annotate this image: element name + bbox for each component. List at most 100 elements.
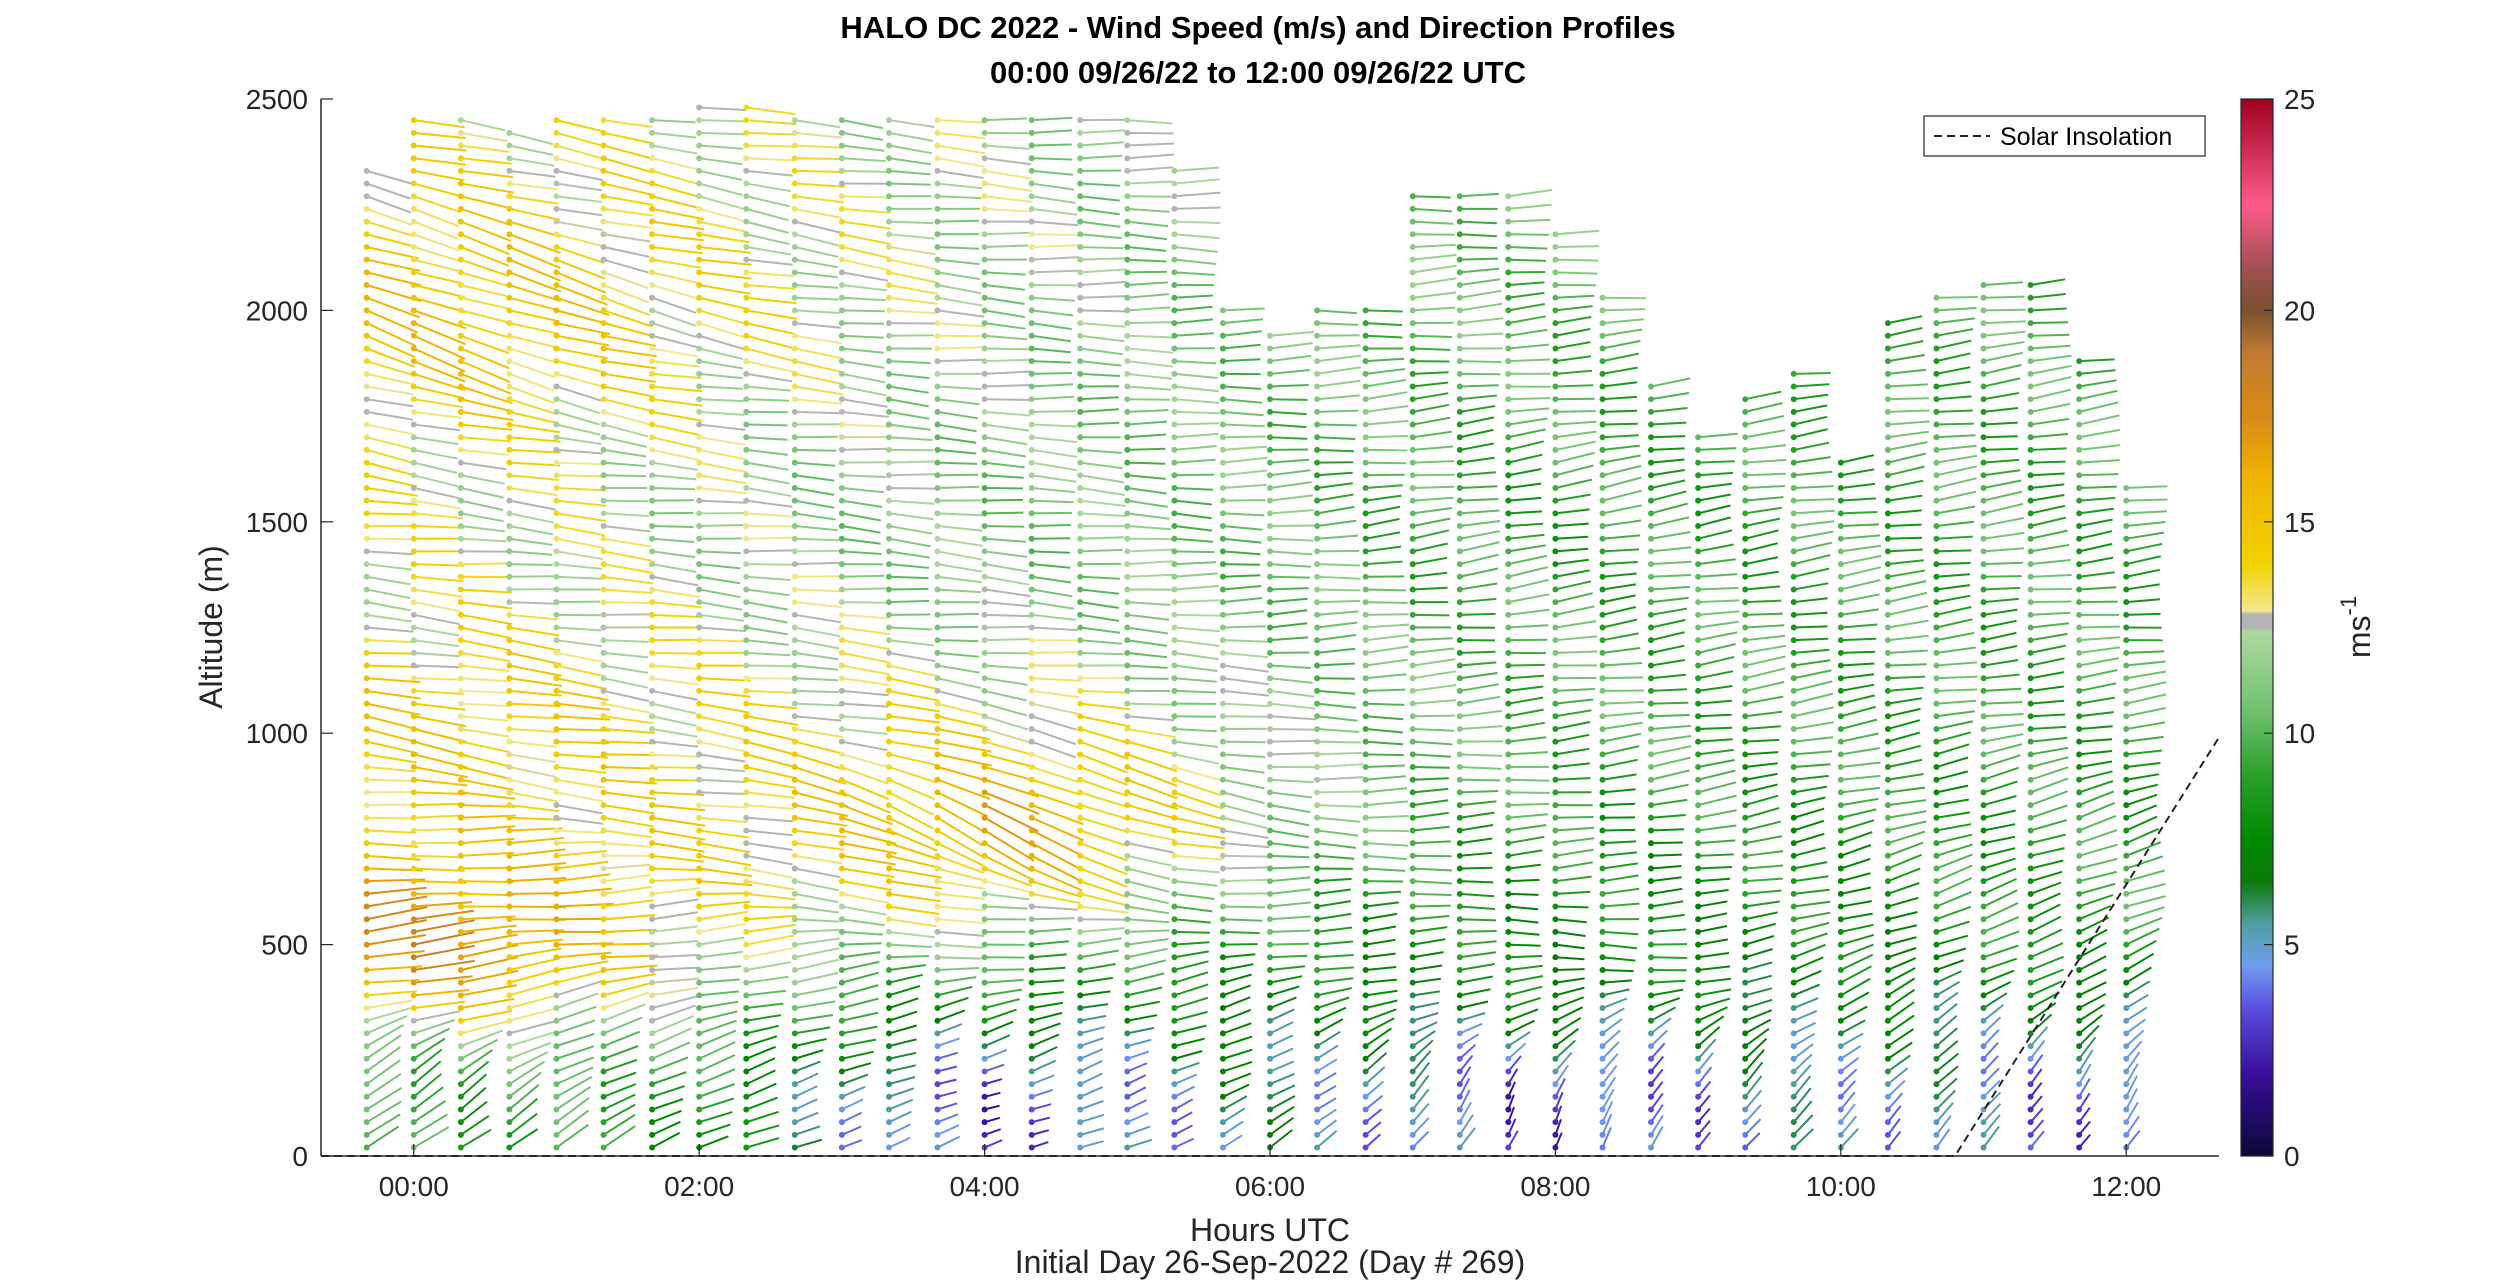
- wind-vector: [460, 157, 512, 165]
- wind-vector-dot: [696, 320, 703, 327]
- wind-vector: [1127, 258, 1167, 263]
- wind-vector: [1601, 1127, 1612, 1148]
- wind-vector: [1031, 842, 1083, 872]
- wind-vector-dot: [1837, 1119, 1844, 1126]
- wind-vector-dot: [1552, 231, 1559, 238]
- wind-vector: [1412, 670, 1456, 680]
- wind-vector: [984, 1048, 1008, 1060]
- wind-vector-dot: [1219, 725, 1226, 732]
- wind-vector: [1602, 454, 1641, 464]
- wind-vector-dot: [791, 725, 798, 732]
- wind-vector: [1412, 977, 1441, 984]
- wind-vector-dot: [1884, 687, 1891, 694]
- wind-vector-dot: [1077, 1144, 1084, 1151]
- wind-vector-dot: [981, 789, 988, 796]
- wind-vector: [1650, 1029, 1668, 1047]
- wind-vector: [1697, 824, 1737, 832]
- wind-vector-dot: [1028, 269, 1035, 276]
- wind-vector-dot: [363, 1005, 370, 1012]
- wind-vector: [1079, 804, 1129, 820]
- wind-vector-dot: [649, 979, 656, 986]
- wind-vector-dot: [934, 383, 941, 390]
- wind-vector-dot: [791, 446, 798, 453]
- wind-vector: [1412, 951, 1444, 959]
- wind-vector: [699, 410, 745, 416]
- wind-vector-dot: [363, 789, 370, 796]
- wind-vector-dot: [1314, 941, 1321, 948]
- wind-vector-dot: [934, 789, 941, 796]
- wind-vector: [1840, 1091, 1856, 1111]
- wind-vector: [1602, 422, 1638, 426]
- wind-vector: [1935, 1115, 1952, 1136]
- wind-vector-dot: [1171, 890, 1178, 897]
- wind-vector-dot: [696, 1030, 703, 1037]
- wind-vector: [1222, 829, 1269, 839]
- wind-vector: [1650, 607, 1688, 616]
- wind-vector-dot: [885, 713, 892, 720]
- wind-vector-dot: [743, 865, 750, 872]
- wind-vector: [556, 246, 605, 264]
- wind-vector-dot: [1456, 320, 1463, 327]
- wind-vector-dot: [981, 484, 988, 491]
- wind-vector: [1840, 1032, 1864, 1047]
- wind-vector-dot: [743, 1030, 750, 1037]
- wind-vector-dot: [1505, 1030, 1512, 1037]
- wind-vector: [746, 702, 797, 710]
- wind-vector-dot: [1933, 852, 1940, 859]
- wind-vector: [1031, 892, 1081, 904]
- wind-vector: [888, 512, 934, 521]
- wind-vector-dot: [1124, 408, 1131, 415]
- wind-vector-dot: [600, 561, 607, 568]
- wind-vector: [1698, 460, 1735, 464]
- wind-vector: [888, 984, 921, 997]
- wind-vector-dot: [1314, 700, 1321, 707]
- wind-vector-dot: [553, 523, 560, 530]
- wind-vector-dot: [1267, 1106, 1273, 1113]
- wind-vector-dot: [363, 205, 370, 212]
- wind-vector-dot: [600, 142, 607, 149]
- wind-vector-dot: [1171, 713, 1178, 720]
- wind-vector-dot: [1267, 484, 1273, 491]
- wind-vector: [651, 169, 700, 186]
- wind-vector-dot: [981, 1017, 988, 1024]
- wind-vector-dot: [1648, 548, 1655, 555]
- wind-vector-dot: [363, 1144, 370, 1151]
- wind-vector-dot: [838, 1005, 845, 1012]
- wind-vector-dot: [1314, 916, 1321, 923]
- wind-vector: [1936, 920, 1970, 933]
- wind-vector-dot: [649, 1030, 656, 1037]
- wind-vector: [699, 829, 750, 839]
- wind-vector-dot: [1362, 573, 1369, 580]
- wind-vector-dot: [1837, 903, 1844, 910]
- wind-vector-dot: [885, 1119, 892, 1126]
- wind-vector-dot: [1648, 1131, 1655, 1138]
- wind-vector: [1697, 1107, 1711, 1123]
- wind-vector: [1222, 574, 1261, 578]
- wind-vector-dot: [1077, 840, 1084, 847]
- wind-vector: [1793, 692, 1834, 705]
- wind-vector-dot: [885, 928, 892, 935]
- wind-vector-dot: [1790, 408, 1797, 415]
- wind-vector: [746, 436, 788, 441]
- wind-vector-dot: [457, 193, 464, 200]
- wind-vector-dot: [1648, 675, 1655, 682]
- wind-vector: [509, 347, 556, 364]
- wind-vector: [1508, 468, 1542, 477]
- wind-vector: [460, 448, 509, 456]
- wind-vector-dot: [553, 332, 560, 339]
- wind-vector: [460, 588, 512, 594]
- wind-vector-dot: [457, 205, 464, 212]
- wind-vector-dot: [410, 434, 417, 441]
- wind-vector-dot: [553, 484, 560, 491]
- wind-vector: [937, 258, 980, 266]
- wind-vector-dot: [838, 1043, 845, 1050]
- wind-vector-dot: [506, 345, 513, 352]
- wind-vector: [1602, 1007, 1625, 1022]
- wind-vector-dot: [1124, 370, 1131, 377]
- wind-vector: [460, 837, 515, 845]
- wind-vector: [460, 487, 504, 499]
- wind-vector: [1840, 844, 1872, 857]
- wind-vector: [1840, 662, 1875, 667]
- wind-vector-dot: [1028, 928, 1035, 935]
- wind-vector: [1412, 938, 1446, 946]
